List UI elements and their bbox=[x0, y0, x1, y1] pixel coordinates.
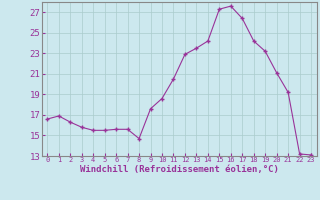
X-axis label: Windchill (Refroidissement éolien,°C): Windchill (Refroidissement éolien,°C) bbox=[80, 165, 279, 174]
